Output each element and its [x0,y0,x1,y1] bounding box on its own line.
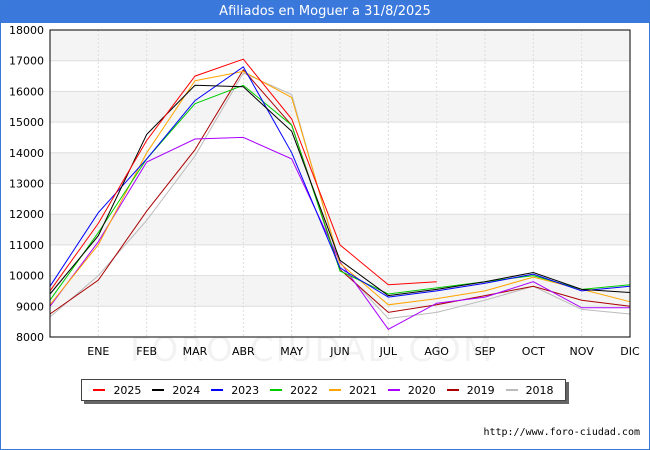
series-line-2024 [49,84,631,297]
x-tick-label: JUN [329,345,350,358]
x-tick-label: NOV [570,345,595,358]
y-tick-label: 18000 [9,24,44,37]
legend-item-2021: 2021 [328,383,377,397]
y-tick-label: 17000 [9,55,44,68]
legend-swatch [211,389,224,391]
legend-label: 2023 [231,383,260,397]
x-tick-label: ABR [232,345,255,358]
legend-item-2018: 2018 [505,383,554,397]
legend-swatch [328,389,341,391]
x-axis-ticks: ENE FEB MAR ABR MAY JUN JUL AGO SEP OCT NOV DIC [87,345,640,358]
x-tick-label: FEB [136,345,157,358]
legend-item-2023: 2023 [211,384,259,397]
legend-item-2022: 2022 [270,384,318,397]
legend-item-2025: 2025 [93,384,141,397]
x-tick-label: JUL [379,345,398,358]
legend-swatch [270,389,283,391]
series-line-2025 [49,58,437,292]
legend-label: 2021 [348,383,377,397]
legend-label: 2024 [172,383,201,397]
legend-swatch [387,389,400,391]
legend: 2025 2024 2023 2022 2021 2020 2019 2018 [81,379,566,401]
legend-label: 2022 [290,383,319,397]
axis-layer [49,29,631,338]
y-tick-label: 11000 [9,239,44,252]
y-tick-label: 16000 [9,85,44,98]
legend-label: 2018 [525,383,554,397]
legend-item-2020: 2020 [387,383,436,397]
legend-swatch [152,389,165,391]
y-tick-label: 13000 [9,178,44,191]
legend-label: 2025 [113,383,142,397]
x-tick-label: AGO [424,345,449,358]
x-tick-label: OCT [522,345,545,358]
chart-title: Afiliados en Moguer a 31/8/2025 [1,1,649,23]
y-tick-label: 14000 [9,147,44,160]
series-line-2021 [49,70,631,306]
legend-swatch [446,389,459,391]
y-tick-label: 8000 [16,331,44,344]
x-tick-label: MAR [183,345,208,358]
x-tick-label: MAY [280,345,303,358]
legend-swatch [505,389,518,391]
legend-label: 2020 [407,383,436,397]
y-tick-label: 15000 [9,116,44,129]
legend-item-2024: 2024 [152,384,200,397]
series-layer [49,58,631,330]
series-line-2023 [49,66,631,298]
x-tick-label: DIC [620,345,640,358]
x-tick-label: SEP [475,345,496,358]
y-tick-label: 12000 [9,208,44,221]
legend-label: 2019 [466,383,495,397]
y-tick-label: 10000 [9,270,44,283]
plot-border [49,29,631,338]
source-url: http://www.foro-ciudad.com [483,427,640,438]
y-tick-label: 9000 [16,300,44,313]
y-axis-ticks: 8000 9000 10000 11000 12000 13000 14000 15000 16… [9,24,44,344]
legend-item-2019: 2019 [446,383,495,397]
legend-swatch [93,389,106,391]
x-tick-label: ENE [87,345,109,358]
